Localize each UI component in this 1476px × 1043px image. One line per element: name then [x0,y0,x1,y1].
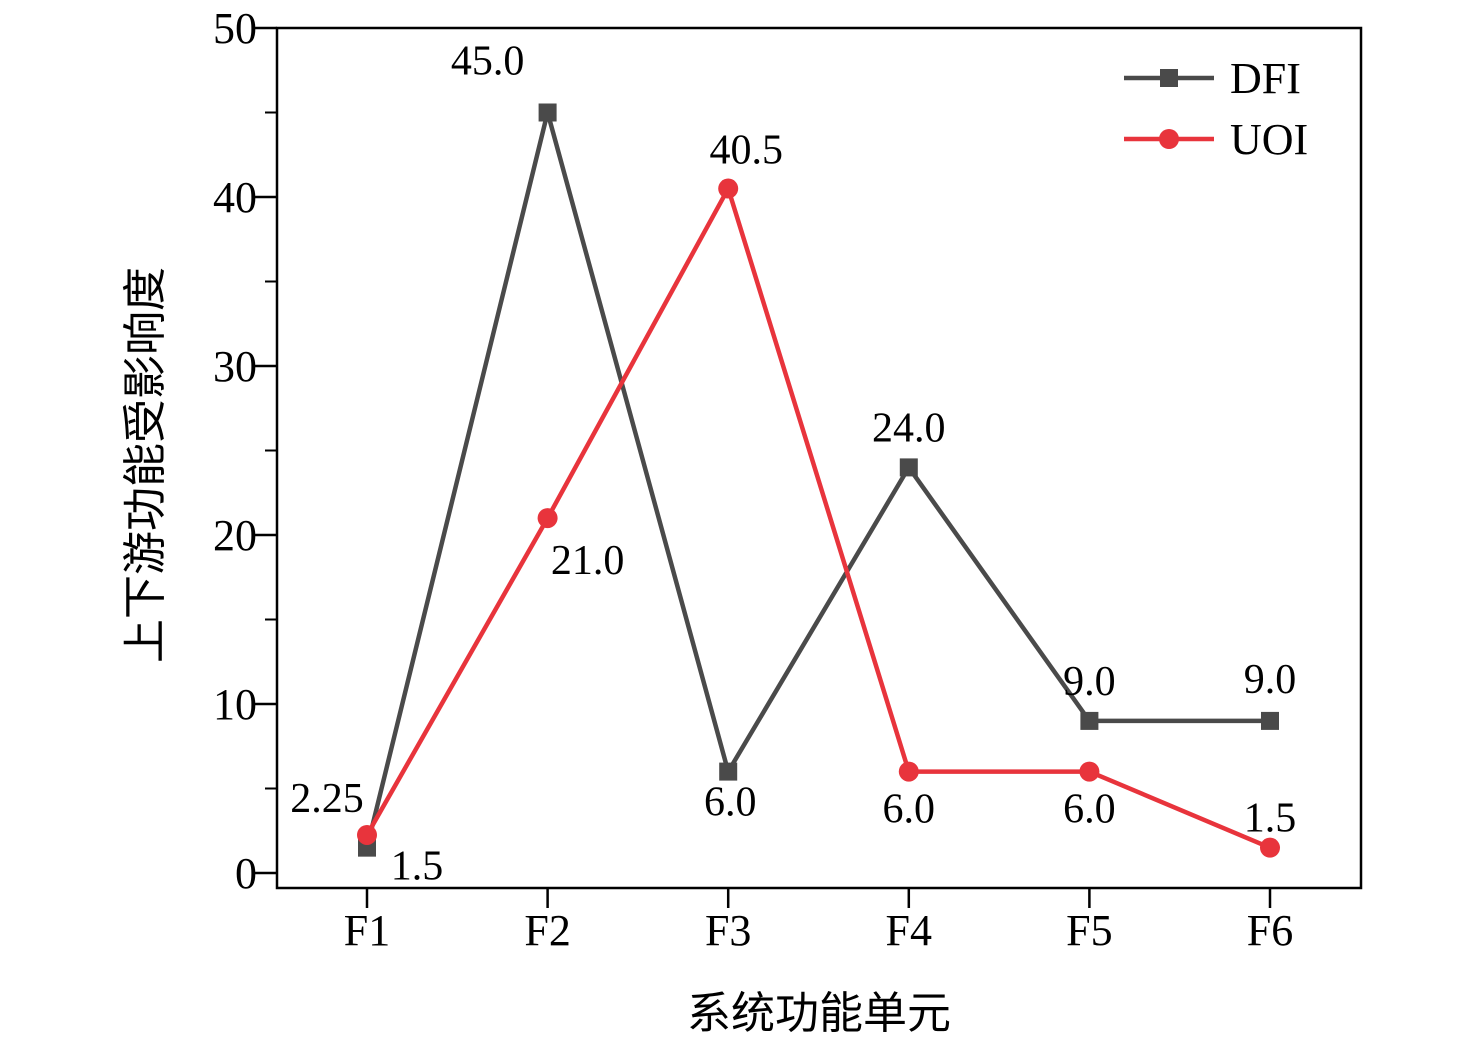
x-axis: F1 F2 F3 F4 F5 F6 [344,888,1293,955]
data-label-dfi: 6.0 [704,780,757,826]
y-tick-label: 40 [213,173,257,222]
y-axis: 0 10 20 30 40 50 [213,4,277,898]
data-label-dfi: 1.5 [391,844,444,890]
y-axis-title: 上下游功能受影响度 [120,267,171,663]
data-point-dfi [538,103,557,122]
data-point-dfi [1080,711,1099,730]
y-tick-label: 50 [213,4,257,53]
y-tick-label: 20 [213,511,257,560]
data-label-dfi: 24.0 [872,405,946,451]
legend: DFI UOI [1124,54,1308,164]
legend-label-dfi: DFI [1230,54,1301,103]
y-tick-label: 0 [235,849,257,898]
series-line-dfi [364,103,1270,849]
legend-label-uoi: UOI [1230,115,1308,164]
data-label-uoi: 2.25 [290,776,364,822]
legend-marker-uoi [1159,129,1179,149]
x-tick-label: F6 [1247,906,1293,955]
data-point-uoi [357,824,377,845]
x-tick-label: F5 [1066,906,1112,955]
data-label-dfi: 9.0 [1063,659,1116,705]
data-label-uoi: 1.5 [1244,796,1297,842]
data-point-uoi [718,178,739,199]
data-point-uoi [1079,761,1100,782]
series-layer [357,103,1280,858]
x-tick-label: F3 [705,906,751,955]
x-tick-label: F4 [886,906,932,955]
data-point-dfi [1261,711,1279,730]
x-axis-title: 系统功能单元 [687,988,951,1039]
data-label-uoi: 6.0 [883,787,936,833]
x-tick-label: F2 [524,906,570,955]
data-label-uoi: 6.0 [1063,787,1116,833]
data-label-uoi: 40.5 [709,128,783,174]
data-point-uoi [898,761,919,782]
plot-frame [275,26,1363,890]
x-tick-label: F1 [344,906,390,955]
y-tick-label: 30 [213,342,257,391]
y-tick-label: 10 [213,680,257,729]
data-point-uoi [1260,837,1280,858]
series-line-uoi [365,182,1271,850]
data-label-dfi: 45.0 [451,39,525,85]
data-point-uoi [537,508,558,529]
data-point-dfi [719,762,738,781]
data-label-dfi: 9.0 [1244,657,1297,703]
data-label-uoi: 21.0 [551,538,625,584]
data-labels: 1.5 45.0 6.0 24.0 9.0 9.0 2.25 21.0 40.5 6.0 6.0 1.… [290,39,1296,890]
data-point-dfi [899,458,918,477]
legend-marker-dfi [1160,69,1178,87]
